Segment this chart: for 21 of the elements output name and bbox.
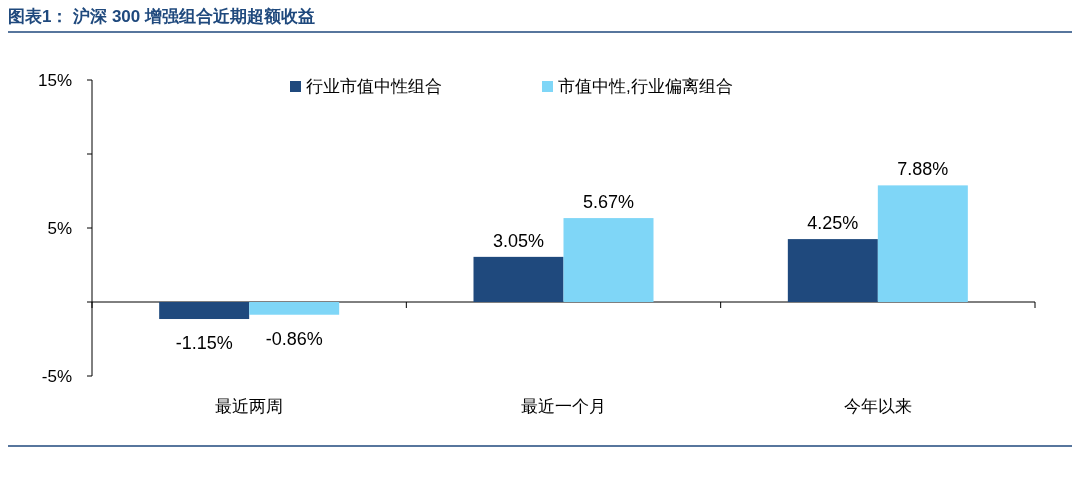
bar [787,239,878,302]
x-tick-label: 今年以来 [843,397,912,416]
x-tick-label: 最近一个月 [521,397,606,416]
data-label: -1.15% [175,333,233,354]
x-tick-label: 最近两周 [215,397,284,416]
legend-label: 行业市值中性组合 [306,77,442,96]
data-label: 3.05% [492,230,545,251]
y-tick-label: 15% [37,71,72,90]
bar [159,302,250,320]
bar [249,302,340,315]
legend-label: 市值中性,行业偏离组合 [558,77,733,96]
chart-title: 图表1： 沪深 300 增强组合近期超额收益 [8,7,315,26]
bar [473,256,564,302]
data-label: 7.88% [897,159,949,180]
data-label: 4.25% [807,213,859,234]
y-tick-label: -5% [41,367,72,386]
data-label: -0.86% [265,328,323,349]
bar [563,218,654,302]
data-label: 5.67% [582,192,635,213]
bar [877,185,968,302]
y-tick-label: 5% [47,219,72,238]
